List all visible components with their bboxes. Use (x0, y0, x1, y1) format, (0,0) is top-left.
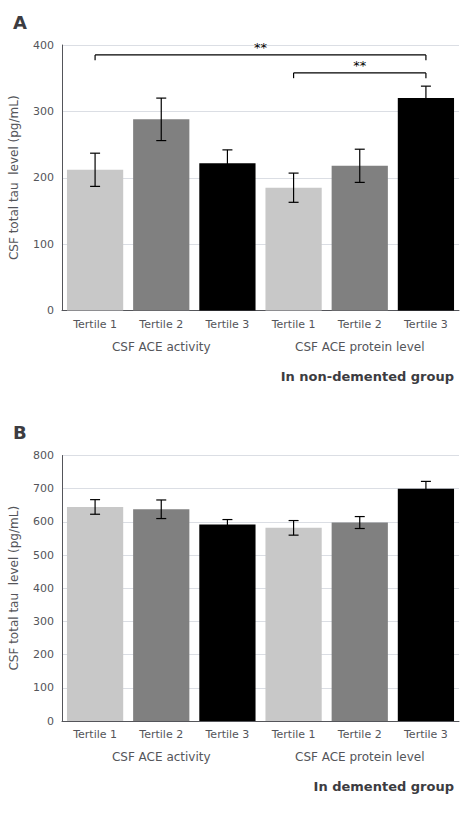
svg-text:100: 100 (33, 681, 54, 694)
svg-text:Tertile 3: Tertile 3 (205, 728, 250, 741)
svg-text:CSF ACE protein level: CSF ACE protein level (295, 750, 425, 764)
svg-text:200: 200 (33, 171, 54, 184)
svg-text:CSF total tau level (pg/mL): CSF total tau level (pg/mL) (7, 506, 21, 671)
svg-text:700: 700 (33, 482, 54, 495)
svg-text:Tertile 1: Tertile 1 (72, 318, 117, 331)
svg-text:Tertile 2: Tertile 2 (138, 728, 183, 741)
svg-text:200: 200 (33, 648, 54, 661)
svg-text:400: 400 (33, 582, 54, 595)
svg-text:800: 800 (33, 449, 54, 462)
svg-text:600: 600 (33, 515, 54, 528)
svg-text:Tertile 2: Tertile 2 (138, 318, 183, 331)
svg-text:CSF ACE activity: CSF ACE activity (112, 340, 211, 354)
svg-text:**: ** (254, 40, 268, 55)
svg-text:0: 0 (47, 304, 54, 317)
svg-text:Tertile 3: Tertile 3 (403, 728, 448, 741)
svg-text:CSF ACE protein level: CSF ACE protein level (295, 340, 425, 354)
svg-text:Tertile 2: Tertile 2 (337, 728, 382, 741)
svg-text:A: A (13, 12, 27, 33)
svg-text:Tertile 3: Tertile 3 (205, 318, 250, 331)
svg-text:In demented group: In demented group (314, 779, 454, 794)
svg-text:B: B (13, 422, 27, 443)
svg-text:300: 300 (33, 615, 54, 628)
svg-text:Tertile 3: Tertile 3 (403, 318, 448, 331)
svg-text:400: 400 (33, 39, 54, 52)
svg-text:Tertile 1: Tertile 1 (271, 318, 316, 331)
svg-text:CSF total tau level (pg/mL): CSF total tau level (pg/mL) (7, 95, 21, 260)
svg-text:100: 100 (33, 238, 54, 251)
svg-text:Tertile 1: Tertile 1 (271, 728, 316, 741)
svg-text:CSF ACE activity: CSF ACE activity (112, 750, 211, 764)
svg-text:**: ** (353, 58, 367, 73)
svg-text:In non-demented group: In non-demented group (281, 369, 454, 384)
svg-text:Tertile 1: Tertile 1 (72, 728, 117, 741)
svg-text:500: 500 (33, 549, 54, 562)
svg-text:300: 300 (33, 105, 54, 118)
svg-text:Tertile 2: Tertile 2 (337, 318, 382, 331)
svg-text:0: 0 (47, 715, 54, 728)
